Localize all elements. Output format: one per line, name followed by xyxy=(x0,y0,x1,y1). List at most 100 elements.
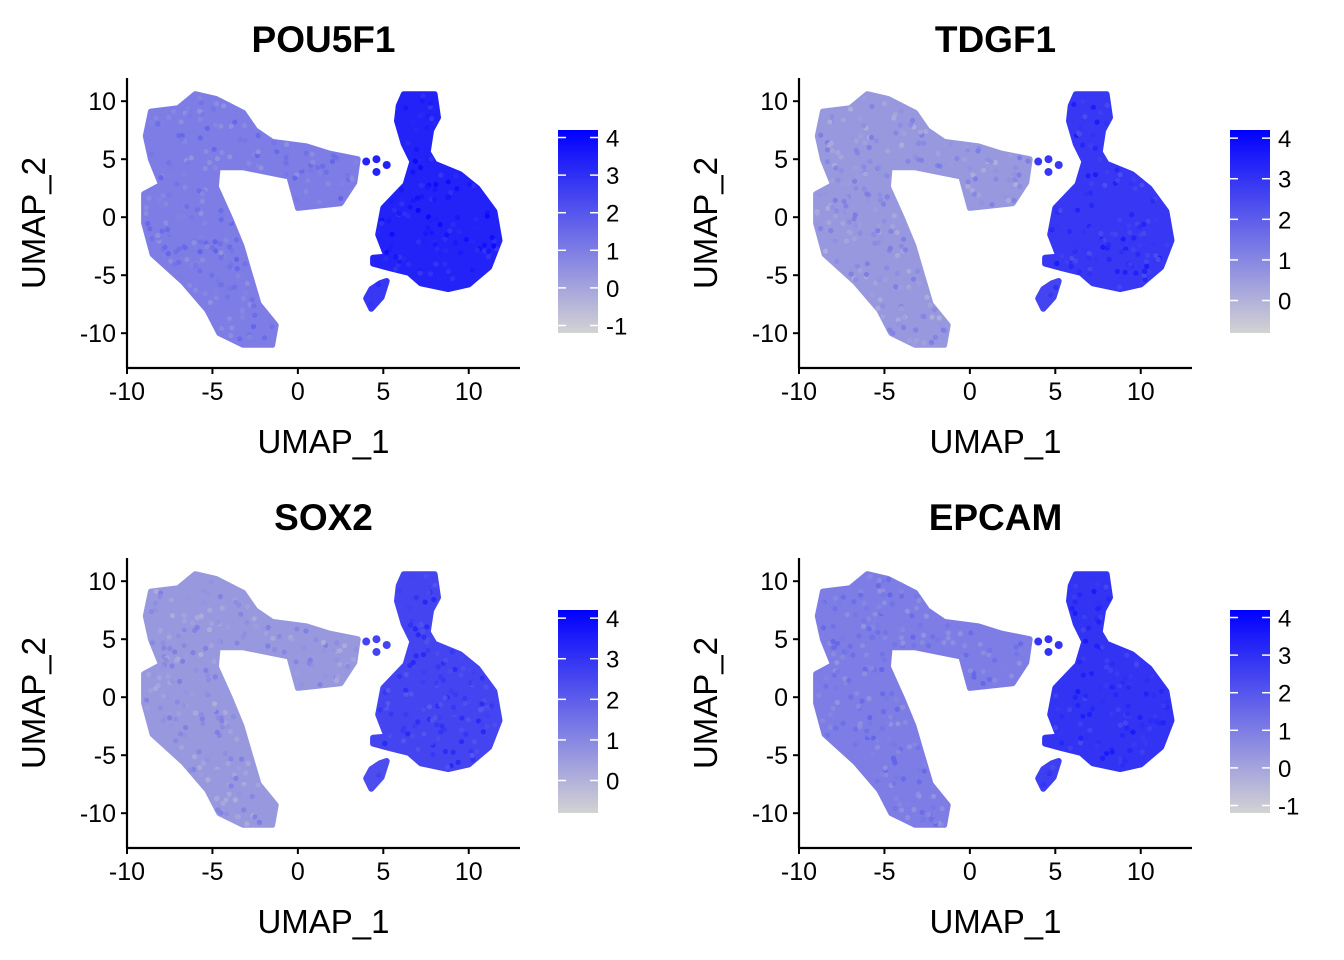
cell-point xyxy=(867,715,873,721)
cell-point xyxy=(382,641,391,649)
cell-point xyxy=(479,675,485,681)
cell-point xyxy=(878,235,884,241)
cell-point xyxy=(183,653,189,659)
cell-point xyxy=(242,137,248,143)
cell-point xyxy=(961,157,968,163)
cell-point xyxy=(931,793,937,799)
cell-point xyxy=(303,150,309,156)
cell-point xyxy=(208,642,214,649)
cell-point xyxy=(861,600,867,606)
cell-point xyxy=(1094,643,1100,649)
cell-point xyxy=(422,599,428,605)
cell-point xyxy=(191,240,197,246)
cell-point xyxy=(861,164,867,170)
cell-point xyxy=(251,303,257,309)
legend-colorbar xyxy=(558,130,598,333)
cell-point xyxy=(159,228,165,234)
cell-point xyxy=(857,267,863,273)
x-tick-label: 5 xyxy=(376,378,390,406)
cell-point xyxy=(1130,247,1136,253)
cell-point xyxy=(466,182,472,188)
y-tick-label: -5 xyxy=(766,742,788,770)
cell-point xyxy=(219,724,225,730)
cell-point xyxy=(1119,240,1125,246)
cell-point xyxy=(980,668,986,675)
cell-point xyxy=(183,724,189,731)
cell-point xyxy=(284,141,290,148)
cell-point xyxy=(166,114,172,120)
cell-point xyxy=(834,640,841,646)
cell-point xyxy=(160,693,167,699)
cell-point xyxy=(1006,177,1012,183)
cell-point xyxy=(228,123,234,129)
cell-point xyxy=(197,268,203,274)
cell-point xyxy=(1124,652,1130,658)
cell-point xyxy=(814,221,820,227)
cell-point xyxy=(222,750,228,757)
cell-point xyxy=(226,316,233,322)
cell-point xyxy=(820,718,826,724)
cell-point xyxy=(176,615,182,622)
cell-point xyxy=(1127,748,1133,754)
cell-point xyxy=(320,163,326,169)
cell-point xyxy=(856,633,862,639)
cell-point xyxy=(240,634,246,640)
cell-point xyxy=(882,634,888,641)
cell-point xyxy=(980,680,986,687)
cell-point xyxy=(1098,685,1104,691)
cell-point xyxy=(1071,594,1077,600)
cell-point xyxy=(884,173,890,179)
x-tick-label: -10 xyxy=(781,858,817,886)
cell-point xyxy=(249,297,255,303)
cell-point xyxy=(466,699,472,705)
cell-point xyxy=(169,608,175,614)
cell-point xyxy=(405,140,411,146)
cell-point xyxy=(884,194,890,200)
cell-point xyxy=(1052,213,1058,219)
cell-point xyxy=(1143,691,1149,697)
cell-point xyxy=(866,696,872,702)
panel-title: POU5F1 xyxy=(252,19,396,60)
cell-point xyxy=(915,268,921,274)
cell-point xyxy=(890,223,896,229)
cell-point xyxy=(1141,230,1147,236)
cell-points xyxy=(816,573,1170,828)
cell-point xyxy=(406,261,412,267)
cell-point xyxy=(1077,740,1083,746)
cell-point xyxy=(423,231,429,237)
cell-point xyxy=(898,305,905,311)
cell-point xyxy=(853,138,859,144)
cell-point xyxy=(980,650,986,656)
cell-point xyxy=(851,216,857,222)
cell-point xyxy=(1083,693,1089,699)
cell-point xyxy=(875,622,881,628)
y-tick-label: 5 xyxy=(102,146,116,174)
cell-point xyxy=(954,626,960,632)
cell-point xyxy=(1048,292,1054,298)
cell-point xyxy=(895,317,901,323)
cell-point xyxy=(986,676,993,683)
cell-point xyxy=(1114,671,1120,677)
cell-point xyxy=(1150,198,1156,204)
cell-point xyxy=(194,615,200,621)
cell-point xyxy=(368,301,374,307)
cell-point xyxy=(931,307,938,313)
cell-point xyxy=(420,690,427,696)
cell-point xyxy=(847,643,853,649)
cell-point xyxy=(400,728,406,734)
cell-point xyxy=(945,622,951,629)
cell-point xyxy=(884,265,890,271)
legend-label: 4 xyxy=(1278,126,1291,153)
cell-point xyxy=(832,644,838,650)
cell-point xyxy=(408,596,414,602)
cell-point xyxy=(1068,263,1074,270)
cell-point xyxy=(197,234,204,240)
cell-point xyxy=(1137,224,1143,230)
cell-point xyxy=(907,288,914,294)
cell-point xyxy=(880,691,886,697)
cell-point xyxy=(926,811,932,818)
cell-point xyxy=(899,588,905,594)
umap-clusters xyxy=(141,91,503,348)
cell-point xyxy=(437,714,443,721)
cell-point xyxy=(1017,648,1023,654)
